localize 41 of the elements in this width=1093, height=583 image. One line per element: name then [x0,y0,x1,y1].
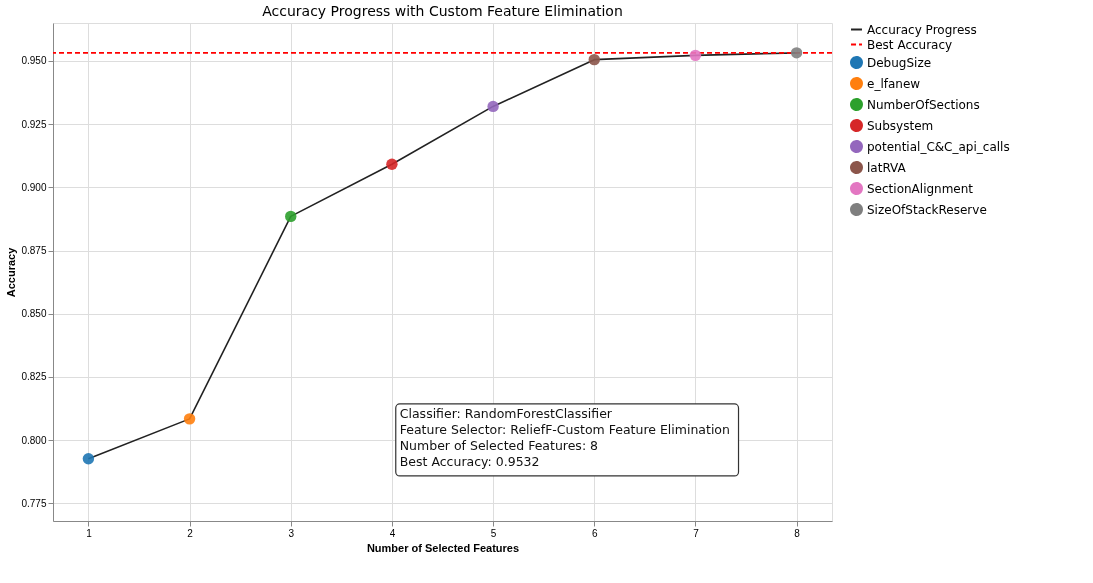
x-tick-label: 2 [187,527,194,539]
legend-label: NumberOfSections [867,97,980,112]
legend-label: SizeOfStackReserve [867,202,987,217]
point [790,47,803,59]
legend-label: e_lfanew [867,76,921,91]
annotation: Number of Selected Features: 8 [399,437,599,453]
annotation: Best Accuracy: 0.9532 [399,453,540,469]
legend-label: Accuracy Progress [867,22,977,37]
x-tick-label: 8 [794,527,801,539]
x-tick-label: 7 [693,527,700,539]
point [285,210,297,223]
x-tick-label: 1 [86,527,93,539]
x-tick-label: 6 [591,527,598,539]
y-tick-label: 0.825 [21,371,47,383]
point [183,413,196,425]
y-axis-title: Accuracy [5,246,18,298]
x-tick-label: 5 [490,527,497,539]
ref-line-label: Best Accuracy [867,37,953,52]
annotation: Classifier: RandomForestClassifier [399,405,613,421]
point [386,158,398,170]
legend-label: latRVA [867,160,907,175]
y-tick-label: 0.950 [21,55,47,67]
y-tick-label: 0.850 [21,308,47,320]
legend-label: SectionAlignment [867,181,974,196]
y-tick-label: 0.900 [21,181,47,193]
x-axis-title: Number of Selected Features [366,541,520,554]
legend-label: DebugSize [867,55,932,70]
y-tick-label: 0.875 [21,245,47,257]
legend-label: potential_C&C_api_calls [867,139,1010,154]
point [82,453,95,465]
y-tick-label: 0.800 [21,434,47,446]
annotation: Feature Selector: ReliefF-Custom Feature Elimination [399,421,730,437]
x-tick-label: 3 [288,527,295,539]
chart-title: Accuracy Progress with Custom Feature Elimination [262,3,623,19]
x-tick-label: 4 [389,527,396,539]
y-tick-label: 0.775 [21,497,47,509]
point [487,100,499,113]
y-tick-label: 0.925 [21,118,47,130]
point [588,53,600,66]
legend-label: Subsystem [867,118,934,133]
point [689,49,702,62]
